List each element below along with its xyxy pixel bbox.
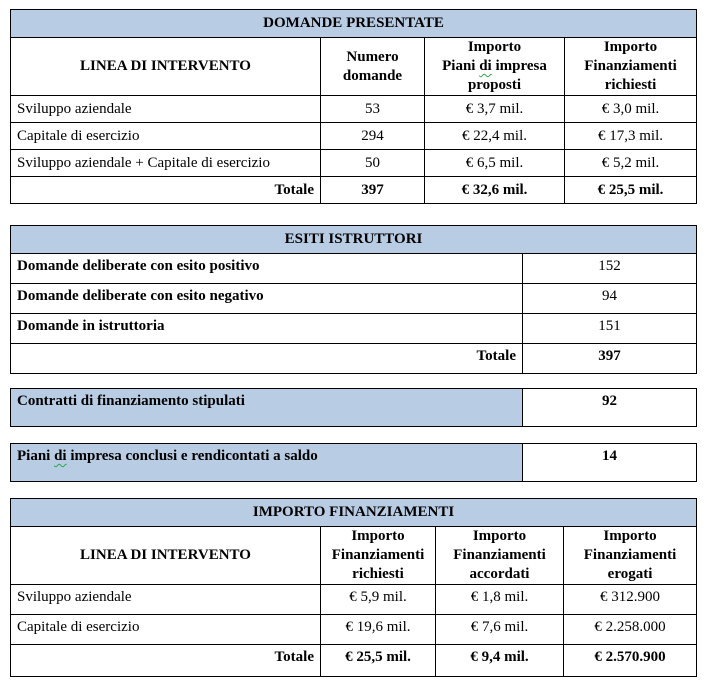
table-row: Domande in istruttoria 151 xyxy=(10,313,698,344)
cell-esito-value: 152 xyxy=(521,253,698,284)
cell-richiesti: € 19,6 mil. xyxy=(320,614,436,645)
table-total-row: Totale 397 € 32,6 mil. € 25,5 mil. xyxy=(10,176,698,204)
table-row: Piani di impresa conclusi e rendicontati… xyxy=(10,443,697,482)
table-row: Capitale di esercizio 294 € 22,4 mil. € … xyxy=(10,122,698,150)
cell-linea: Sviluppo aziendale xyxy=(10,584,321,615)
column-header-linea-di-intervento: LINEA DI INTERVENTO xyxy=(10,37,321,96)
spellcheck-squiggle: di xyxy=(479,58,492,74)
table-importo-finanziamenti: IMPORTO FINANZIAMENTI LINEA DI INTERVENT… xyxy=(9,498,698,677)
table-title: DOMANDE PRESENTATE xyxy=(9,9,698,38)
cell-totale-finanziamenti: € 25,5 mil. xyxy=(563,176,698,204)
cell-linea: Sviluppo aziendale + Capitale di eserciz… xyxy=(10,149,321,177)
cell-totale-numero: 397 xyxy=(320,176,425,204)
table-title-row: IMPORTO FINANZIAMENTI xyxy=(9,498,698,527)
table-row: Sviluppo aziendale + Capitale di eserciz… xyxy=(10,149,698,177)
cell-totale-value: 397 xyxy=(521,343,698,374)
cell-contratti-label: Contratti di finanziamento stipulati xyxy=(10,388,523,427)
table-domande-presentate: DOMANDE PRESENTATE LINEA DI INTERVENTO N… xyxy=(9,9,698,204)
cell-erogati: € 312.900 xyxy=(562,584,698,615)
cell-totale-label: Totale xyxy=(10,343,523,374)
cell-richiesti: € 5,9 mil. xyxy=(320,584,436,615)
column-header-finanziamenti-accordati: Importo Finanziamenti accordati xyxy=(435,526,564,585)
cell-esito-label: Domande deliberate con esito negativo xyxy=(10,283,523,314)
table-row: Capitale di esercizio € 19,6 mil. € 7,6 … xyxy=(10,614,698,645)
column-header-finanziamenti-richiesti: Importo Finanziamenti richiesti xyxy=(320,526,436,585)
cell-importo-finanziamenti: € 17,3 mil. xyxy=(563,122,698,150)
table-row: Domande deliberate con esito positivo 15… xyxy=(10,253,698,284)
cell-numero-domande: 53 xyxy=(320,95,425,123)
table-esiti-istruttori: ESITI ISTRUTTORI Domande deliberate con … xyxy=(9,225,698,374)
cell-totale-piani: € 32,6 mil. xyxy=(424,176,565,204)
cell-totale-accordati: € 9,4 mil. xyxy=(435,644,564,677)
table-row: Sviluppo aziendale € 5,9 mil. € 1,8 mil.… xyxy=(10,584,698,615)
cell-piani-value: 14 xyxy=(522,443,697,482)
cell-linea: Sviluppo aziendale xyxy=(10,95,321,123)
cell-esito-value: 151 xyxy=(521,313,698,344)
cell-erogati: € 2.258.000 xyxy=(562,614,698,645)
cell-numero-domande: 50 xyxy=(320,149,425,177)
cell-piani-label: Piani di impresa conclusi e rendicontati… xyxy=(10,443,523,482)
cell-accordati: € 7,6 mil. xyxy=(435,614,564,645)
column-header-finanziamenti-erogati: Importo Finanziamenti erogati xyxy=(562,526,698,585)
cell-importo-piani: € 3,7 mil. xyxy=(424,95,565,123)
table-row: Sviluppo aziendale 53 € 3,7 mil. € 3,0 m… xyxy=(10,95,698,123)
cell-esito-value: 94 xyxy=(521,283,698,314)
cell-importo-finanziamenti: € 5,2 mil. xyxy=(563,149,698,177)
table-title-row: ESITI ISTRUTTORI xyxy=(9,225,698,254)
table-piani-conclusi: Piani di impresa conclusi e rendicontati… xyxy=(10,443,697,482)
spellcheck-squiggle: di xyxy=(54,448,67,464)
cell-importo-piani: € 22,4 mil. xyxy=(424,122,565,150)
column-header-numero-domande: Numero domande xyxy=(320,37,425,96)
cell-contratti-value: 92 xyxy=(522,388,697,427)
column-header-row: LINEA DI INTERVENTO Importo Finanziament… xyxy=(10,526,698,585)
cell-importo-finanziamenti: € 3,0 mil. xyxy=(563,95,698,123)
table-title: IMPORTO FINANZIAMENTI xyxy=(9,498,698,527)
table-title: ESITI ISTRUTTORI xyxy=(9,225,698,254)
column-header-importo-piani: Importo Piani di impresa proposti xyxy=(424,37,565,96)
cell-totale-richiesti: € 25,5 mil. xyxy=(320,644,436,677)
cell-linea: Capitale di esercizio xyxy=(10,122,321,150)
table-row: Domande deliberate con esito negativo 94 xyxy=(10,283,698,314)
cell-totale-label: Totale xyxy=(10,644,321,677)
cell-esito-label: Domande deliberate con esito positivo xyxy=(10,253,523,284)
table-row: Contratti di finanziamento stipulati 92 xyxy=(10,388,697,427)
cell-linea: Capitale di esercizio xyxy=(10,614,321,645)
cell-totale-label: Totale xyxy=(10,176,321,204)
column-header-row: LINEA DI INTERVENTO Numero domande Impor… xyxy=(10,37,698,96)
cell-accordati: € 1,8 mil. xyxy=(435,584,564,615)
table-total-row: Totale € 25,5 mil. € 9,4 mil. € 2.570.90… xyxy=(10,644,698,677)
cell-totale-erogati: € 2.570.900 xyxy=(562,644,698,677)
table-total-row: Totale 397 xyxy=(10,343,698,374)
table-contratti-stipulati: Contratti di finanziamento stipulati 92 xyxy=(10,388,697,427)
cell-numero-domande: 294 xyxy=(320,122,425,150)
cell-esito-label: Domande in istruttoria xyxy=(10,313,523,344)
column-header-linea-di-intervento: LINEA DI INTERVENTO xyxy=(10,526,321,585)
table-title-row: DOMANDE PRESENTATE xyxy=(9,9,698,38)
cell-importo-piani: € 6,5 mil. xyxy=(424,149,565,177)
column-header-importo-finanziamenti-richiesti: Importo Finanziamenti richiesti xyxy=(563,37,698,96)
